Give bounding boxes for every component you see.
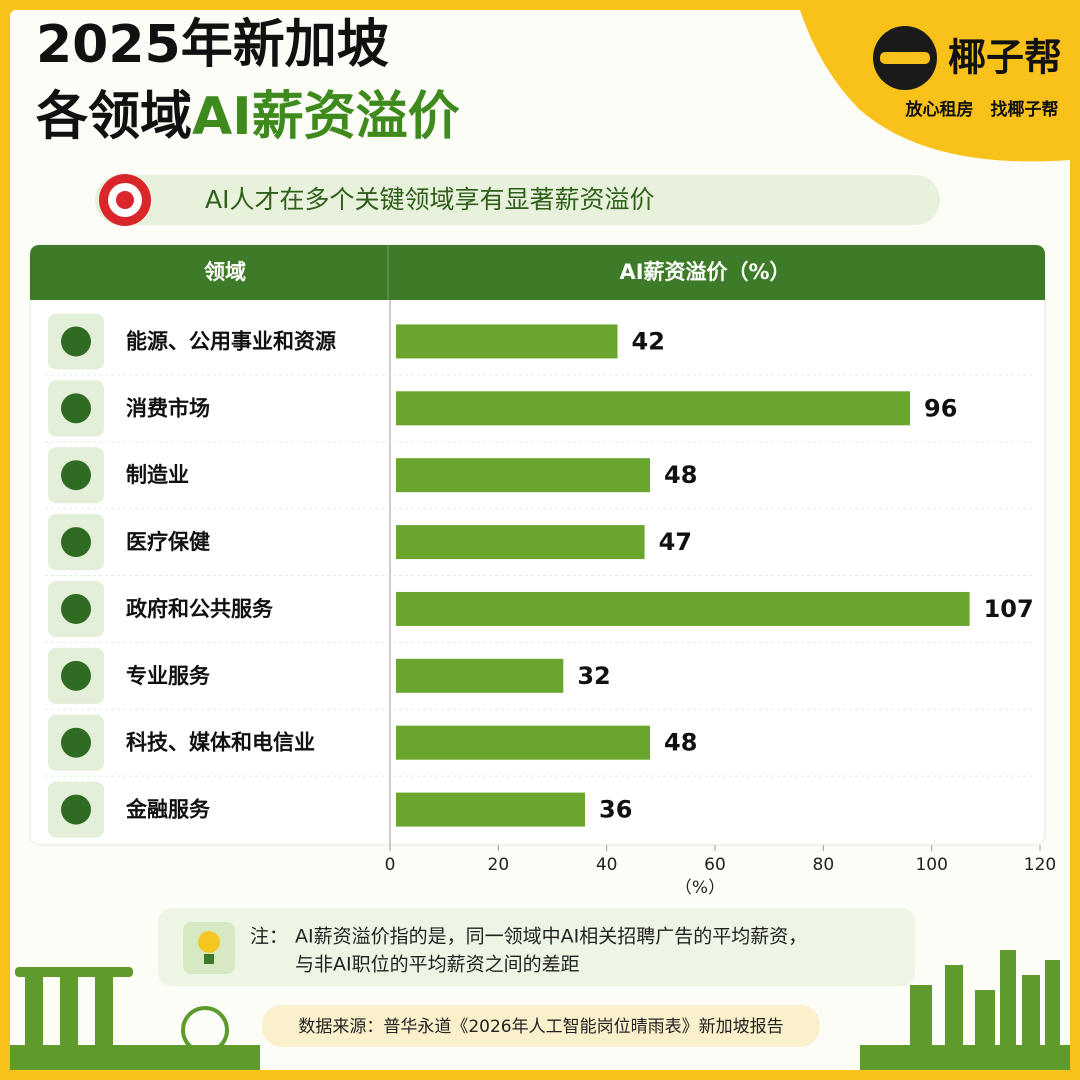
category-label: 专业服务	[126, 664, 211, 688]
category-label: 医疗保健	[126, 530, 210, 554]
row-icon-glyph	[61, 460, 91, 491]
value-label: 48	[664, 461, 697, 489]
row-icon-glyph	[61, 326, 91, 357]
bar	[396, 725, 650, 760]
value-label: 107	[984, 595, 1034, 623]
bar	[396, 525, 645, 560]
x-tick-label: 100	[915, 855, 947, 875]
logo-glasses	[880, 52, 930, 64]
note-line: 与非AI职位的平均薪资之间的差距	[295, 954, 580, 976]
value-label: 42	[632, 327, 665, 355]
bar	[396, 458, 650, 493]
bulb	[198, 931, 220, 953]
category-label: 制造业	[126, 463, 189, 487]
value-label: 96	[924, 394, 957, 422]
title-text: 各领域	[36, 87, 192, 147]
row-icon-glyph	[61, 393, 91, 424]
x-tick-label: 0	[385, 855, 396, 875]
x-tick-label: 40	[596, 855, 618, 875]
target-center	[116, 191, 134, 209]
bar	[396, 324, 618, 359]
value-label: 47	[659, 528, 692, 556]
bulb-base	[204, 954, 214, 964]
x-tick-label: 80	[813, 855, 835, 875]
category-label: 金融服务	[125, 798, 211, 822]
note-line: AI薪资溢价指的是，同一领域中AI相关招聘广告的平均薪资，	[295, 926, 807, 948]
subtitle: AI人才在多个关键领域享有显著薪资溢价	[205, 185, 654, 214]
brand-slogan: 放心租房 找椰子帮	[905, 99, 1059, 120]
x-tick-label: 120	[1024, 855, 1056, 875]
row-icon-glyph	[61, 527, 91, 558]
subtitle-pill	[95, 175, 940, 225]
row-icon-glyph	[61, 593, 91, 624]
category-label: 科技、媒体和电信业	[126, 731, 315, 755]
value-label: 48	[664, 729, 697, 757]
category-label: 能源、公用事业和资源	[126, 329, 336, 353]
brand-name: 椰子帮	[948, 36, 1062, 80]
category-label: 消费市场	[126, 396, 210, 420]
source-pill	[262, 1005, 820, 1047]
note-prefix: 注：	[250, 926, 288, 948]
value-label: 36	[599, 796, 632, 824]
source: 数据来源：普华永道《2026年人工智能岗位晴雨表》新加坡报告	[298, 1017, 783, 1037]
x-tick-label: 20	[488, 855, 510, 875]
skyline-left	[10, 967, 260, 1070]
row-icon-glyph	[61, 660, 91, 691]
skyline-right	[860, 950, 1070, 1070]
title-highlight: AI薪资溢价	[192, 87, 460, 147]
brand-panel	[800, 10, 1070, 162]
title-line: 2025年新加坡	[36, 15, 389, 75]
bar	[396, 391, 910, 426]
note-box	[158, 908, 915, 986]
row-icon-glyph	[61, 794, 91, 825]
bar	[396, 591, 970, 626]
column-header: 领域	[204, 260, 246, 284]
value-label: 32	[577, 662, 610, 690]
category-label: 政府和公共服务	[126, 597, 274, 621]
column-header: AI薪资溢价（%）	[619, 260, 790, 284]
title-line: 各领域AI薪资溢价	[36, 87, 460, 147]
x-axis-label: （%）	[675, 878, 725, 898]
x-tick-label: 60	[704, 855, 726, 875]
bar	[396, 658, 564, 693]
bar	[396, 792, 585, 827]
row-icon-glyph	[61, 727, 91, 758]
table-header	[30, 245, 1045, 300]
